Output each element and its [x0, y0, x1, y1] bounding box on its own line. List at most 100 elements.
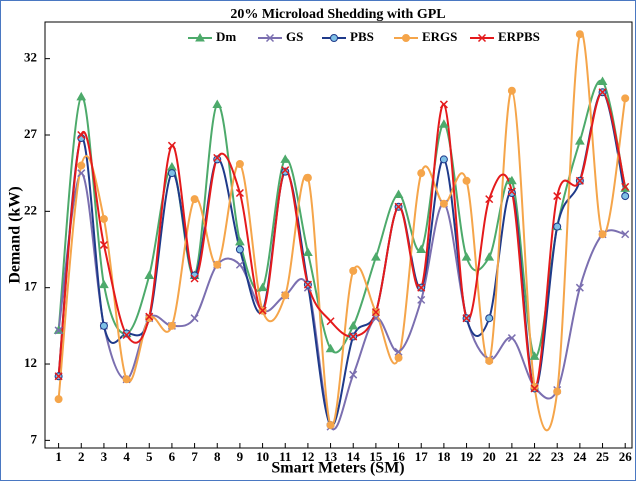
- x-axis-label: Smart Meters (SM): [271, 460, 404, 477]
- data-point: [190, 314, 199, 323]
- data-point: [326, 421, 335, 430]
- data-point: [257, 282, 268, 292]
- data-point: [417, 295, 426, 304]
- data-point: [575, 283, 584, 292]
- y-axis-label: Demand (kW): [7, 186, 24, 283]
- data-point: [621, 230, 630, 239]
- data-point: [394, 347, 403, 356]
- data-point: [54, 395, 63, 404]
- data-point: [167, 169, 176, 178]
- x-tick-label: 18: [437, 449, 451, 464]
- data-point: [598, 88, 607, 97]
- data-point: [54, 372, 63, 381]
- x-tick-label: 25: [596, 449, 610, 464]
- x-tick-label: 1: [55, 449, 62, 464]
- data-point: [597, 76, 608, 86]
- data-point: [439, 155, 448, 164]
- data-point: [281, 166, 290, 175]
- data-point: [99, 240, 108, 249]
- data-point: [485, 356, 494, 365]
- series-line: [57, 172, 626, 431]
- x-tick-label: 15: [369, 449, 383, 464]
- data-point: [485, 314, 494, 323]
- legend-label: GS: [286, 29, 303, 44]
- data-point: [416, 244, 427, 254]
- data-point: [348, 320, 359, 330]
- x-tick-label: 6: [169, 449, 176, 464]
- legend-marker: [265, 33, 275, 43]
- data-point: [507, 86, 516, 95]
- data-point: [281, 167, 290, 176]
- legend-marker: [330, 34, 338, 42]
- x-tick-label: 8: [214, 449, 221, 464]
- data-point: [394, 353, 403, 362]
- data-point: [621, 94, 630, 103]
- x-tick-label: 20: [483, 449, 496, 464]
- y-tick-label: 12: [24, 355, 37, 370]
- data-point: [77, 169, 86, 178]
- data-point: [213, 153, 222, 162]
- data-point: [371, 314, 380, 323]
- data-point: [325, 343, 336, 353]
- data-point: [122, 375, 131, 384]
- data-point: [190, 195, 199, 204]
- data-point: [371, 308, 380, 317]
- data-point: [349, 370, 358, 379]
- data-point: [235, 236, 245, 246]
- legend-label: Dm: [216, 29, 236, 44]
- data-point: [507, 175, 517, 185]
- data-point: [393, 189, 404, 199]
- data-point: [553, 222, 562, 231]
- data-point: [575, 30, 584, 39]
- data-point: [190, 274, 199, 283]
- x-tick-label: 11: [279, 449, 291, 464]
- data-point: [213, 155, 222, 164]
- x-tick-label: 14: [347, 449, 361, 464]
- x-tick-label: 23: [551, 449, 565, 464]
- data-point: [349, 266, 358, 275]
- data-point: [303, 247, 313, 257]
- data-point: [530, 384, 539, 393]
- x-tick-label: 17: [415, 449, 429, 464]
- x-tick-label: 3: [101, 449, 108, 464]
- data-point: [99, 279, 109, 289]
- y-tick-label: 32: [24, 50, 37, 65]
- data-point: [439, 119, 449, 128]
- y-tick-label: 27: [24, 126, 38, 141]
- x-tick-label: 4: [123, 449, 130, 464]
- data-point: [529, 351, 540, 360]
- data-point: [621, 192, 630, 201]
- x-tick-label: 5: [146, 449, 153, 464]
- data-point: [439, 100, 448, 109]
- plot-area: [44, 21, 633, 449]
- data-point: [77, 161, 86, 170]
- y-tick-label: 17: [24, 279, 38, 294]
- data-point: [167, 141, 176, 150]
- data-point: [326, 317, 335, 326]
- data-point: [235, 160, 244, 168]
- legend-marker: [477, 33, 487, 43]
- data-point: [144, 270, 155, 279]
- x-tick-label: 2: [78, 449, 85, 464]
- legend-label: ERGS: [422, 29, 457, 44]
- data-point: [507, 334, 516, 343]
- x-tick-label: 9: [237, 449, 244, 464]
- x-tick-label: 12: [301, 449, 314, 464]
- data-point: [122, 329, 131, 338]
- x-tick-label: 21: [505, 449, 518, 464]
- data-point: [553, 387, 562, 396]
- x-tick-label: 24: [573, 449, 587, 464]
- data-point: [145, 314, 154, 323]
- data-point: [145, 312, 154, 321]
- data-point: [598, 230, 607, 239]
- data-point: [371, 252, 381, 261]
- y-tick-label: 7: [31, 431, 38, 446]
- data-point: [575, 176, 584, 185]
- data-point: [213, 260, 222, 269]
- data-point: [462, 314, 471, 323]
- data-point: [507, 189, 516, 198]
- data-point: [77, 130, 86, 140]
- data-point: [167, 321, 176, 330]
- data-point: [235, 260, 244, 269]
